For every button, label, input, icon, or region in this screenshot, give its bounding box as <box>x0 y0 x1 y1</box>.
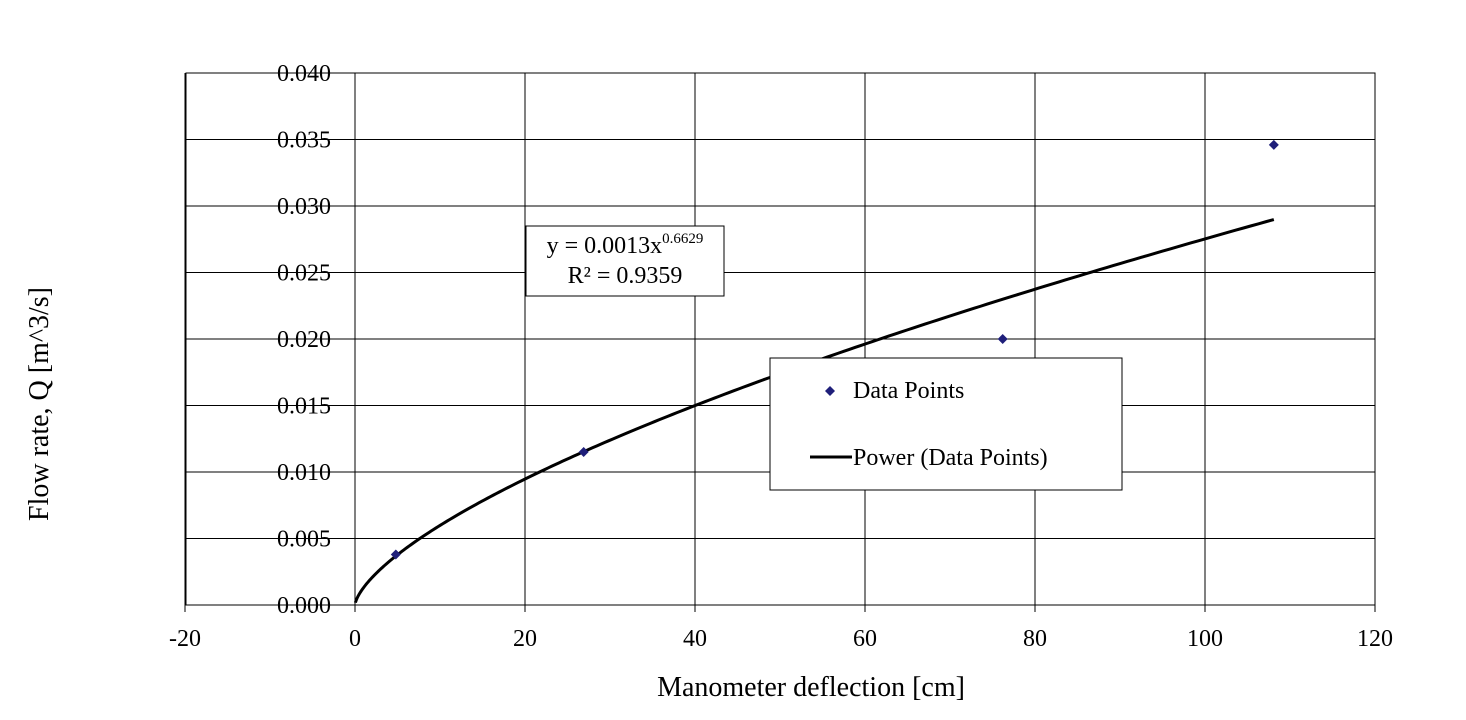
x-tick-label: 60 <box>853 626 877 652</box>
y-tick-label: 0.030 <box>277 194 331 220</box>
x-tick-label: 80 <box>1023 626 1047 652</box>
legend-label-data-points: Data Points <box>853 378 964 404</box>
x-tick-label: 0 <box>349 626 361 652</box>
y-tick-label: 0.015 <box>277 394 331 420</box>
data-point <box>997 334 1008 344</box>
y-tick-label: 0.025 <box>277 261 331 287</box>
y-tick-label: 0.005 <box>277 527 331 553</box>
x-axis-label: Manometer deflection [cm] <box>657 672 965 703</box>
trendline-equation-box: y = 0.0013x0.6629 R² = 0.9359 <box>525 225 725 297</box>
r-squared-label: R² = 0.9359 <box>568 263 683 289</box>
equation-prefix: y = 0.0013x <box>547 233 663 259</box>
y-tick-label: 0.040 <box>277 61 331 87</box>
x-tick-label: 100 <box>1187 626 1223 652</box>
x-tick-label: 120 <box>1357 626 1393 652</box>
data-point <box>1268 139 1279 150</box>
plot-area <box>185 72 1376 606</box>
x-tick-label: 40 <box>683 626 707 652</box>
equation-exponent: 0.6629 <box>662 231 703 247</box>
legend: Data Points Power (Data Points) <box>769 357 1123 491</box>
y-tick-label: 0.000 <box>277 593 331 619</box>
data-point <box>578 447 589 458</box>
x-tick-label: -20 <box>169 626 201 652</box>
data-point-layer <box>390 139 1279 560</box>
legend-box <box>769 357 1123 491</box>
y-tick-label: 0.035 <box>277 128 331 154</box>
y-tick-label: 0.010 <box>277 460 331 486</box>
legend-label-power: Power (Data Points) <box>853 445 1048 471</box>
y-axis-label: Flow rate, Q [m^3/s] <box>24 287 55 521</box>
legend-marker-data-points <box>825 386 835 396</box>
gridlines <box>184 72 1376 606</box>
trendline-equation: y = 0.0013x0.6629 <box>547 231 704 259</box>
x-tick-label: 20 <box>513 626 537 652</box>
axis-ticks: 0.000 0.005 0.010 0.015 0.020 0.025 0.030 0.035… <box>169 61 1393 652</box>
y-tick-label: 0.020 <box>277 327 331 353</box>
data-point <box>390 549 401 560</box>
